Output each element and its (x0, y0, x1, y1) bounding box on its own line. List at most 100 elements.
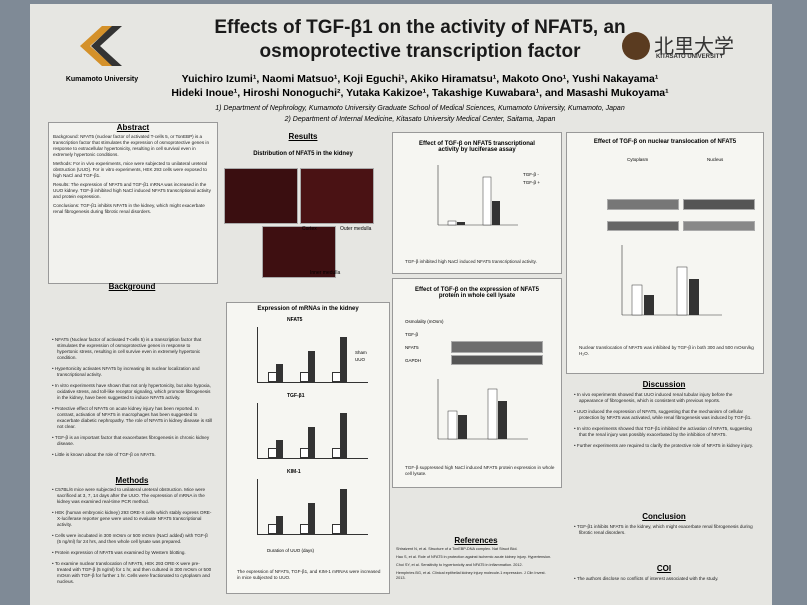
paragraph-text: Further experiments are required to clar… (576, 443, 754, 448)
blot-label: TGF-β (405, 332, 419, 337)
bar (340, 413, 347, 458)
blot-band (683, 221, 755, 231)
mrna-xlabel: Duration of UUO (days) (267, 548, 315, 553)
title: Effects of TGF-β1 on the activity of NFA… (150, 16, 690, 64)
paragraph-text: Choi SY, et al. Sensitivity to hypertoni… (396, 563, 523, 567)
bullet: • (52, 406, 55, 411)
paragraph-text: Shtraizent N, et al. Structure of a TonE… (396, 547, 518, 551)
paragraph: • TGF-β1 inhibits NFAT5 in the kidney, w… (574, 524, 754, 536)
bullet: • (574, 392, 577, 397)
abstract-heading: Abstract (116, 123, 150, 132)
paragraph: Shtraizent N, et al. Structure of a TonE… (396, 547, 556, 552)
bar (308, 426, 315, 458)
bullet: • (52, 510, 55, 515)
paragraph: • To examine nuclear translocation of NF… (52, 561, 212, 585)
bar (340, 337, 347, 382)
paragraph: Methods: For in vivo experiments, mice w… (53, 161, 213, 179)
affiliation: 1) Department of Nephrology, Kumamoto Un… (215, 105, 625, 112)
legend-item: UUO (355, 357, 365, 362)
luciferase-caption: TGF-β inhibited high NaCl induced NFAT5 … (405, 259, 537, 264)
bullet: • (52, 337, 55, 342)
paragraph: • NFAT5 (Nuclear factor of activated T-c… (52, 337, 212, 361)
bullet: • (52, 550, 55, 555)
blot-label: Osmolality (mOsm) (405, 319, 444, 324)
paragraph-text: Protein expression of NFAT5 was examined… (54, 550, 186, 555)
bar (308, 350, 315, 382)
mrna-box: Expression of mRNAs in the kidney NFAT5 T… (226, 302, 390, 594)
blot-label: GAPDH (405, 358, 422, 363)
paragraph: • In vivo experiments showed that UUO in… (574, 392, 754, 404)
paragraph: • TGF-β is an important factor that exac… (52, 435, 212, 447)
discussion-section: Discussion • In vivo experiments showed … (566, 380, 762, 457)
distribution-title: Distribution of NFAT5 in the kidney (253, 151, 353, 157)
bullet: • (52, 452, 55, 457)
paragraph: Hao S, et al. Role of NFAT5 in protectio… (396, 555, 556, 560)
image-label: Outer medulla (340, 226, 372, 232)
paragraph: Conclusions: TGF-β1 inhibits NFAT5 in th… (53, 203, 213, 215)
right-logo-en: KITASATO UNIVERSITY (656, 54, 724, 60)
affiliation: 2) Department of Internal Medicine, Kita… (284, 116, 556, 123)
paragraph-text: Background: NFAT5 (nuclear factor of act… (53, 134, 210, 157)
background-text: • NFAT5 (Nuclear factor of activated T-c… (48, 335, 216, 465)
methods-section: Methods • C57BL/6 mice were subjected to… (48, 476, 216, 592)
bar (340, 489, 347, 534)
references-section: References Shtraizent N, et al. Structur… (392, 536, 560, 586)
image-label: Cortex (302, 226, 317, 232)
paragraph-text: C57BL/6 mice were subjected to unilatera… (54, 487, 206, 504)
kidney-image (262, 226, 336, 278)
paragraph-text: Hypertonicity activates NFAT5 by increas… (54, 366, 200, 377)
bullet: • (574, 524, 577, 529)
coi-heading: COI (656, 564, 672, 573)
paragraph: Results: The expression of NFAT5 and TGF… (53, 182, 213, 200)
methods-text: • C57BL/6 mice were subjected to unilate… (48, 485, 216, 592)
paragraph: • Protein expression of NFAT5 was examin… (52, 550, 212, 556)
background-heading: Background (108, 282, 156, 291)
protein-box: Effect of TGF-β on the expression of NFA… (392, 278, 562, 488)
mrna-caption: The expression of NFAT5, TGF-β1, and KIM… (237, 569, 381, 580)
panel-chart (257, 479, 368, 535)
paragraph-text: In vitro experiments showed that TGF-β1 … (576, 426, 752, 437)
left-logo-text: Kumamoto University (65, 76, 139, 83)
paragraph-text: In vivo experiments showed that UUO indu… (576, 392, 733, 403)
authors: Yuichiro Izumi¹, Naomi Matsuo¹, Koji Egu… (140, 72, 700, 100)
paragraph: • Cells were incubated in 300 mOsm or 50… (52, 533, 212, 545)
legend-item: TGF-β - (523, 172, 539, 177)
results-section: Results Distribution of NFAT5 in the kid… (222, 132, 384, 157)
paragraph-text: Results: The expression of NFAT5 and TGF… (53, 182, 211, 199)
paragraph-text: Cells were incubated in 300 mOsm or 500 … (54, 533, 208, 544)
luciferase-title: Effect of TGF-β on NFAT5 transcriptional… (419, 141, 535, 153)
panel-chart (257, 327, 368, 383)
bullet: • (52, 383, 55, 388)
paragraph-text: TGF-β is an important factor that exacer… (54, 435, 210, 446)
legend-item: TGF-β + (523, 180, 540, 185)
paragraph-text: To examine nuclear translocation of NFAT… (54, 561, 212, 584)
coi-text: • The authors disclose no conflicts of i… (566, 573, 762, 590)
blot-band (607, 199, 679, 210)
conclusion-text: • TGF-β1 inhibits NFAT5 in the kidney, w… (566, 521, 762, 544)
fraction-label: Nucleus (707, 157, 724, 162)
nuclear-chart (621, 245, 722, 316)
discussion-text: • In vivo experiments showed that UUO in… (566, 389, 762, 457)
blot-labels: Osmolality (mOsm) TGF-β NFAT5 GAPDH (405, 315, 444, 367)
coi-section: COI • The authors disclose no conflicts … (566, 564, 762, 590)
blot-band (607, 221, 679, 231)
blot-band (451, 341, 543, 353)
bullet: • (52, 533, 55, 538)
kidney-image (224, 168, 298, 224)
paragraph-text: Hemphries BG, et al. Clinical epithelial… (396, 571, 546, 580)
paragraph: • Protective effect of NFAT5 on acute ki… (52, 406, 212, 430)
paragraph: • Little is known about the role of TGF-… (52, 452, 212, 458)
paragraph-text: Hao S, et al. Role of NFAT5 in protectio… (396, 555, 552, 559)
paragraph: • In vitro experiments showed that TGF-β… (574, 426, 754, 438)
kitasato-emblem (622, 32, 650, 60)
protein-caption: TGF-β suppressed high NaCl induced NFAT5… (405, 465, 555, 476)
bar (308, 502, 315, 534)
panel-title: TGF-β1 (287, 393, 305, 399)
panel-title: NFAT5 (287, 317, 303, 323)
nuclear-title: Effect of TGF-β on nuclear translocation… (593, 139, 737, 145)
paragraph: • C57BL/6 mice were subjected to unilate… (52, 487, 212, 505)
bar (276, 440, 283, 458)
bar (276, 516, 283, 534)
paragraph-text: Conclusions: TGF-β1 inhibits NFAT5 in th… (53, 203, 205, 214)
kumamoto-logo (78, 24, 123, 69)
